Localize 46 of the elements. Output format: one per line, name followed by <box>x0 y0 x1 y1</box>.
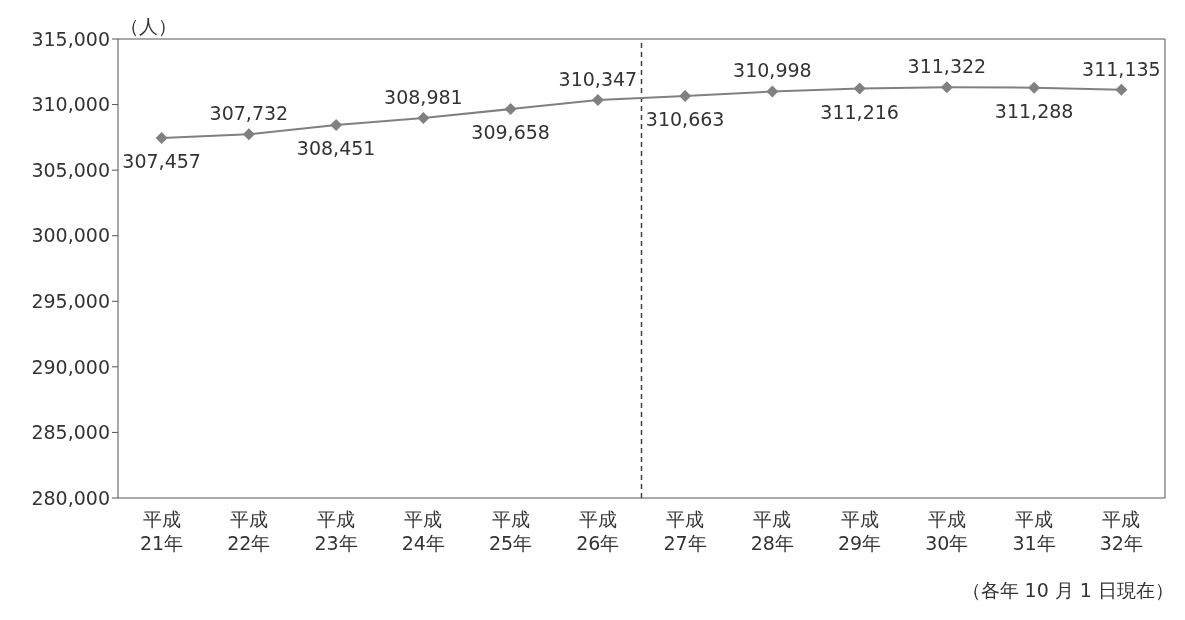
x-tick-label: 平成 21年 <box>140 508 184 554</box>
data-label: 309,658 <box>471 121 550 144</box>
data-label: 308,981 <box>384 85 463 108</box>
point <box>330 118 343 131</box>
y-tick-label: 315,000 <box>31 27 110 50</box>
x-tick-label: 平成 29年 <box>838 508 882 554</box>
data-label: 311,135 <box>1082 57 1161 80</box>
x-tick-label: 平成 25年 <box>489 508 533 554</box>
x-tick-label: 平成 22年 <box>227 508 271 554</box>
x-tick-label: 平成 31年 <box>1012 508 1056 554</box>
x-tick-label: 平成 24年 <box>401 508 445 554</box>
point <box>504 103 517 116</box>
data-label: 311,288 <box>994 99 1074 122</box>
y-tick-label: 295,000 <box>31 290 110 313</box>
x-tick-label: 平成 30年 <box>925 508 969 554</box>
y-tick-label: 285,000 <box>31 421 110 444</box>
data-label: 308,451 <box>296 136 376 159</box>
data-label: 310,347 <box>558 68 638 91</box>
y-tick-label: 290,000 <box>31 355 110 378</box>
point <box>155 131 168 144</box>
data-label: 307,457 <box>122 149 201 172</box>
point <box>417 111 430 124</box>
y-tick-label: 300,000 <box>31 224 110 247</box>
data-label: 311,322 <box>907 55 987 78</box>
x-tick-label: 平成 27年 <box>663 508 707 554</box>
x-tick-label: 平成 23年 <box>314 508 358 554</box>
data-label: 307,732 <box>209 102 289 125</box>
point <box>242 128 255 141</box>
x-tick-label: 平成 28年 <box>750 508 794 554</box>
point <box>679 89 692 102</box>
point <box>1115 83 1128 96</box>
data-label: 310,663 <box>645 107 725 130</box>
data-label: 310,998 <box>733 59 812 82</box>
x-tick-label: 平成 26年 <box>576 508 620 554</box>
y-tick-label: 310,000 <box>31 93 110 116</box>
point <box>1028 81 1041 94</box>
x-tick-label: 平成 32年 <box>1099 508 1143 554</box>
y-tick-label: 280,000 <box>31 486 110 509</box>
y-axis-title: （人） <box>120 14 177 39</box>
point <box>591 94 604 107</box>
y-tick-label: 305,000 <box>31 158 110 181</box>
point <box>940 81 953 94</box>
data-label: 311,216 <box>820 100 899 123</box>
point <box>853 82 866 95</box>
point <box>766 85 779 98</box>
text: （各年 10 月 1 日現在） <box>961 578 1174 603</box>
